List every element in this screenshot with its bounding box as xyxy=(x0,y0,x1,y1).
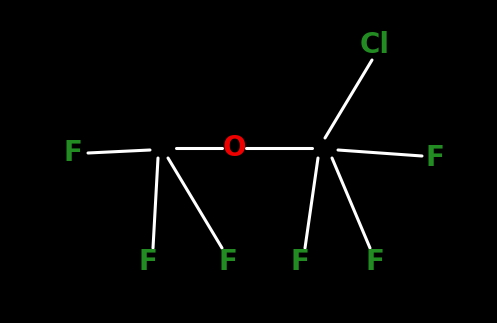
Text: F: F xyxy=(219,248,238,276)
Text: F: F xyxy=(64,139,83,167)
Text: F: F xyxy=(366,248,385,276)
Text: F: F xyxy=(291,248,310,276)
Text: F: F xyxy=(139,248,158,276)
Text: Cl: Cl xyxy=(360,31,390,59)
Text: O: O xyxy=(222,134,246,162)
Text: F: F xyxy=(425,144,444,172)
